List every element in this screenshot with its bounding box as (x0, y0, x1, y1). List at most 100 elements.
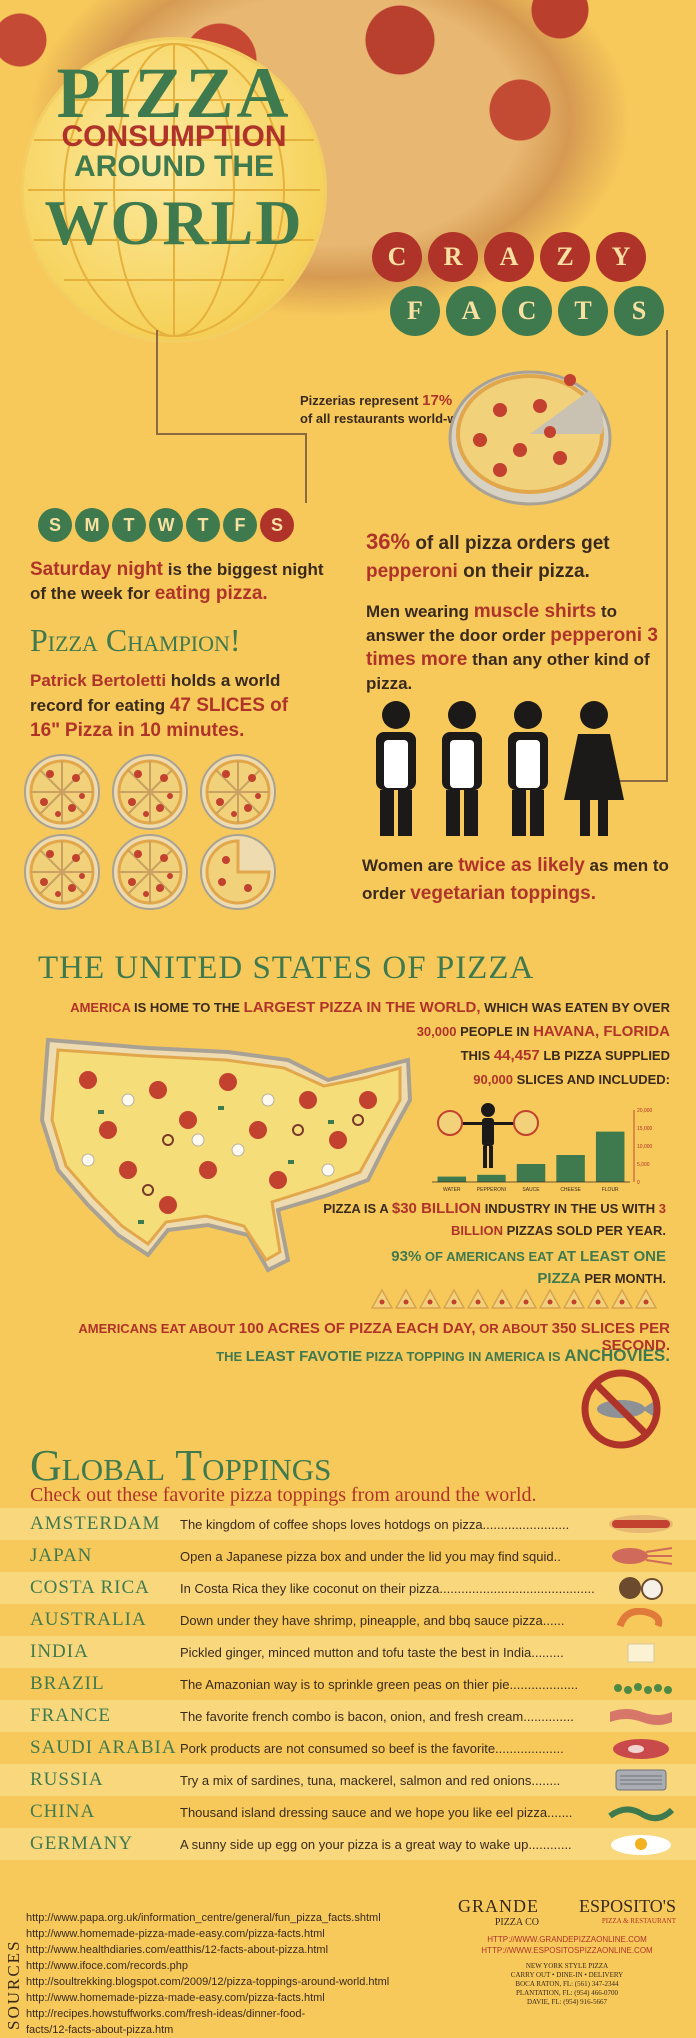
bacon-icon (610, 1709, 672, 1725)
usa-text-6: SLICES AND INCLUDED: (516, 1072, 670, 1087)
stat-at-least: AT LEAST ONE (557, 1248, 666, 1265)
source-link[interactable]: facts/12-facts-about-pizza.htm (26, 2024, 174, 2036)
acres-fact: AMERICANS EAT ABOUT 100 ACRES OF PIZZA E… (30, 1320, 670, 1354)
topping-row: RUSSIA Try a mix of sardines, tuna, macke… (0, 1764, 696, 1796)
usa-slices: 90,000 (473, 1072, 514, 1087)
pizza-slice-icon (394, 1288, 418, 1309)
topping-row: GERMANY A sunny side up egg on your pizza… (0, 1828, 696, 1860)
topping-city: AUSTRALIA (30, 1609, 147, 1630)
letter-circle: S (614, 286, 664, 336)
title-pizza: PIZZA (56, 53, 292, 133)
topping-description: Pork products are not consumed so beef i… (180, 1740, 564, 1756)
stat-pizza: PIZZA (537, 1270, 581, 1287)
topping-row: AMSTERDAM The kingdom of coffee shops lov… (0, 1508, 696, 1540)
topping-description: Down under they have shrimp, pineapple, … (180, 1612, 565, 1628)
topping-row: BRAZIL The Amazonian way is to sprinkle g… (0, 1668, 696, 1700)
connector-line (156, 330, 158, 435)
sources-label: SOURCES (4, 1939, 23, 2030)
toppings-subtitle: Check out these favorite pizza toppings … (30, 1484, 537, 1506)
topping-description: Open a Japanese pizza box and under the … (180, 1548, 561, 1564)
pizzerias-fact: Pizzerias represent 17% of all restauran… (300, 392, 500, 428)
pepperoni-dot (523, 1299, 529, 1305)
hotdog-icon (609, 1515, 673, 1533)
acres-slices: 350 SLICES PER SECOND. (551, 1320, 670, 1354)
chart-x-label: WATER (443, 1187, 461, 1193)
source-link[interactable]: http://www.homemade-pizza-made-easy.com/… (26, 1928, 325, 1940)
source-link[interactable]: http://www.homemade-pizza-made-easy.com/… (26, 1992, 325, 2004)
topping-row: FRANCE The favorite french combo is bacon… (0, 1700, 696, 1732)
espositos-url[interactable]: HTTP://WWW.ESPOSITOSPIZZAONLINE.COM (481, 1946, 653, 1955)
topping-city: JAPAN (30, 1545, 93, 1566)
muscle-shirts-fact: Men wearing muscle shirts to answer the … (366, 600, 666, 696)
acres-highlight: 100 ACRES OF PIZZA (238, 1320, 393, 1337)
weekday-row: S M T W T F S (38, 508, 294, 542)
women-highlight: twice as likely (458, 855, 585, 876)
topping-city: FRANCE (30, 1705, 111, 1726)
pepperoni-text-2: on their pizza. (463, 561, 590, 582)
hero: PIZZA CONSUMPTION AROUND THE WORLD C R A… (0, 0, 696, 360)
letter-circle: A (484, 232, 534, 282)
stat-pct: 93% (391, 1248, 422, 1265)
connector-line (600, 780, 668, 782)
pizza-slice-icon (418, 1288, 442, 1309)
pepperoni-text: of all pizza orders get (415, 533, 610, 554)
source-link[interactable]: http://recipes.howstuffworks.com/fresh-i… (26, 2008, 306, 2020)
source-link[interactable]: http://soultrekking.blogspot.com/2009/12… (26, 1976, 390, 1988)
pizza-slice-icon (442, 1288, 466, 1309)
connector-line (156, 433, 306, 435)
acres-each-day: EACH DAY, (396, 1320, 476, 1337)
topping-description: A sunny side up egg on your pizza is a g… (180, 1836, 572, 1852)
address-line: PLANTATION, FL: (954) 466-0700 (515, 1989, 619, 1997)
stat-text-5: PER MONTH. (584, 1271, 666, 1286)
chart-bar (477, 1174, 506, 1182)
stat-pizzas: 3 BILLION (450, 1201, 666, 1238)
squid-icon (612, 1547, 673, 1565)
topping-description: Thousand island dressing sauce and we ho… (180, 1804, 573, 1820)
usa-havana: HAVANA, FLORIDA (533, 1023, 670, 1040)
stat-billion: $30 BILLION (391, 1200, 482, 1217)
sardines-icon (615, 1769, 667, 1791)
weightlifter-icon (446, 1103, 530, 1168)
saturday-highlight-2: eating pizza. (154, 583, 268, 604)
source-link[interactable]: http://www.ifoce.com/records.php (26, 1960, 189, 1972)
usa-text-2: WHICH WAS EATEN BY OVER (484, 1000, 670, 1015)
globe-grid-icon (28, 43, 320, 337)
chart-x-label: PEPPERONI (477, 1187, 506, 1193)
women-fact: Women are twice as likely as men to orde… (362, 852, 672, 908)
letter-circle: Y (596, 232, 646, 282)
title-around-the: AROUND THE (74, 150, 274, 183)
letter-circle: R (428, 232, 478, 282)
topping-city: INDIA (30, 1641, 89, 1662)
eel-icon (608, 1806, 675, 1822)
letter-circle: T (558, 286, 608, 336)
champion-name: Patrick Bertoletti (30, 671, 167, 690)
beef-icon (613, 1739, 669, 1759)
topping-row: AUSTRALIA Down under they have shrimp, pi… (0, 1604, 696, 1636)
connector-line (305, 433, 307, 503)
topping-city: AMSTERDAM (30, 1513, 161, 1534)
sources-list: http://www.papa.org.uk/information_centr… (26, 1910, 389, 2038)
shirts-text: Men wearing (366, 602, 469, 621)
topping-city: SAUDI ARABIA (30, 1737, 177, 1758)
day-circle: S (38, 508, 72, 542)
topping-description: The kingdom of coffee shops loves hotdog… (180, 1516, 570, 1532)
grande-url[interactable]: HTTP://WWW.GRANDEPIZZAONLINE.COM (487, 1935, 647, 1944)
people-figures (376, 701, 624, 836)
pizza-slice-icon (514, 1288, 538, 1309)
letter-circle: Z (540, 232, 590, 282)
topping-city: RUSSIA (30, 1769, 104, 1790)
grande-sub: PIZZA CO (494, 1917, 539, 1928)
pepperoni-pct: 36% (366, 529, 411, 554)
letter-circle: C (502, 286, 552, 336)
grande-logo: GRANDE PIZZA CO (458, 1896, 539, 1928)
topping-row: JAPAN Open a Japanese pizza box and under… (0, 1540, 696, 1572)
day-circle: F (223, 508, 257, 542)
pizza-slices-row (370, 1288, 658, 1309)
topping-description: Pickled ginger, minced mutton and tofu t… (180, 1644, 564, 1660)
usa-title: THE UNITED STATES OF PIZZA (38, 950, 535, 986)
source-link[interactable]: http://www.papa.org.uk/information_centr… (26, 1912, 381, 1924)
toppings-title: Global Toppings (30, 1441, 332, 1490)
brand-address: NEW YORK STYLE PIZZA CARRY OUT • DINE-IN… (458, 1962, 676, 2007)
source-link[interactable]: http://www.healthdiaries.com/eatthis/12-… (26, 1944, 329, 1956)
women-text-2: as men to order (362, 856, 669, 903)
